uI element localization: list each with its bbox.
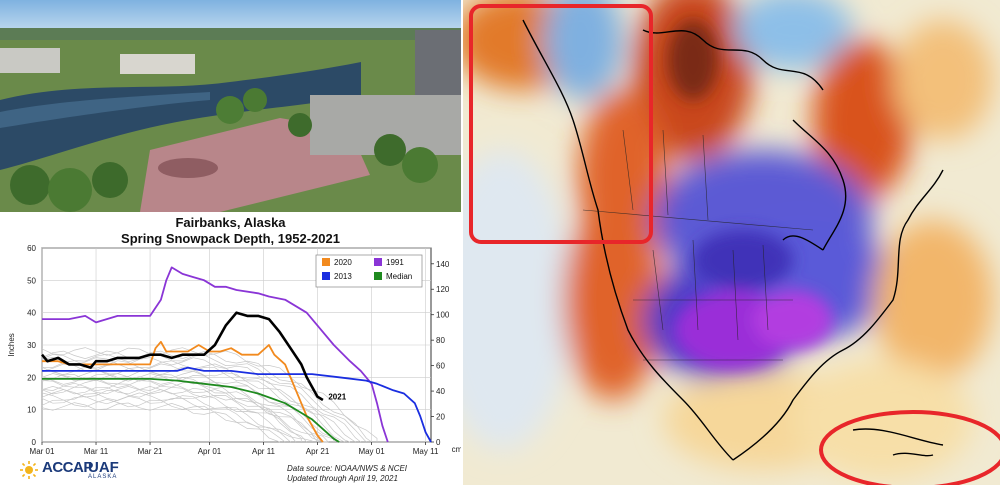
- historical-season-line: [41, 395, 291, 443]
- legend-swatch-median: [374, 272, 382, 280]
- historical-season-line: [41, 379, 324, 443]
- series-line-1991: [42, 266, 389, 443]
- legend-label-2013: 2013: [334, 272, 352, 281]
- historical-season-line: [41, 392, 297, 443]
- series-line-median: [42, 378, 340, 443]
- update-date-note: Updated through April 19, 2021: [287, 474, 398, 483]
- y-right-tick-label: 80: [436, 336, 445, 345]
- y-right-tick-label: 20: [436, 413, 445, 422]
- y-right-tick-label: 60: [436, 362, 445, 371]
- chart-title: Fairbanks, Alaska: [175, 215, 286, 230]
- historical-season-line: [41, 347, 378, 442]
- y-tick-label: 30: [27, 341, 36, 350]
- y-tick-label: 0: [32, 438, 37, 447]
- border-outlines: [582, 129, 814, 361]
- historical-season-line: [41, 376, 329, 443]
- series-line-2020: [42, 340, 324, 443]
- coastline-outlines: [522, 19, 944, 461]
- historical-season-line: [41, 386, 329, 443]
- y-right-tick-label: 140: [436, 260, 450, 269]
- accap-uaf-logo: ACCAP UAF ALASKA: [20, 459, 130, 483]
- fairbanks-photo: [0, 0, 461, 212]
- x-tick-label: Mar 21: [138, 447, 163, 456]
- x-tick-label: Mar 01: [30, 447, 55, 456]
- y-right-tick-label: 100: [436, 311, 450, 320]
- y-right-tick-label: 120: [436, 285, 450, 294]
- legend-label-median: Median: [386, 272, 412, 281]
- chart-plot-svg: 0 10 20 30 40 50 60 0 20 40 60 80 100 120 140 Mar 01 Mar…: [7, 244, 461, 456]
- legend-swatch-2020: [322, 258, 330, 266]
- historical-season-line: [41, 357, 362, 443]
- accap-logo-text: ACCAP: [42, 459, 93, 476]
- x-tick-label: Apr 21: [306, 447, 330, 456]
- series-line-2021: [41, 311, 324, 402]
- uaf-logo-text: UAF: [88, 459, 119, 476]
- y-tick-label: 40: [27, 309, 36, 318]
- historical-season-line: [41, 389, 302, 442]
- x-tick-label: Apr 11: [252, 447, 276, 456]
- legend-swatch-2013: [322, 272, 330, 280]
- legend-label-1991: 1991: [386, 258, 404, 267]
- highlight-box-northwest: [469, 4, 653, 244]
- y-tick-label: 60: [27, 244, 36, 253]
- y-right-axis-label: cm: [452, 445, 461, 454]
- legend-label-2020: 2020: [334, 258, 352, 267]
- annotation-2021-label: 2021: [328, 393, 346, 402]
- highlight-ellipse-caribbean: [819, 410, 1000, 485]
- y-axis-label: Inches: [7, 333, 16, 357]
- legend-box: [315, 254, 423, 288]
- y-tick-label: 10: [27, 406, 36, 415]
- temperature-anomaly-map: [463, 0, 1000, 485]
- x-tick-label: Apr 01: [198, 447, 222, 456]
- snowpack-chart: Fairbanks, Alaska Spring Snowpack Depth,…: [0, 212, 461, 485]
- chart-subtitle: Spring Snowpack Depth, 1952-2021: [121, 231, 340, 246]
- x-tick-label: May 01: [358, 447, 385, 456]
- historical-season-line: [41, 402, 286, 443]
- data-source-note: Data source: NOAA/NWS & NCEI: [287, 464, 408, 473]
- alaska-logo-text: ALASKA: [88, 474, 118, 480]
- y-tick-label: 20: [27, 373, 36, 382]
- series-line-2013: [42, 366, 432, 443]
- y-right-tick-label: 40: [436, 387, 445, 396]
- y-right-tick-label: 0: [436, 438, 441, 447]
- historical-season-line: [41, 382, 318, 443]
- x-tick-label: May 11: [413, 447, 439, 456]
- x-tick-label: Mar 11: [84, 447, 109, 456]
- historical-season-line: [41, 386, 313, 442]
- historical-season-line: [41, 373, 307, 443]
- historical-season-line: [41, 360, 351, 443]
- sun-icon: [20, 461, 38, 479]
- historical-season-line: [41, 350, 372, 443]
- legend-swatch-1991: [374, 258, 382, 266]
- y-tick-label: 50: [27, 276, 36, 285]
